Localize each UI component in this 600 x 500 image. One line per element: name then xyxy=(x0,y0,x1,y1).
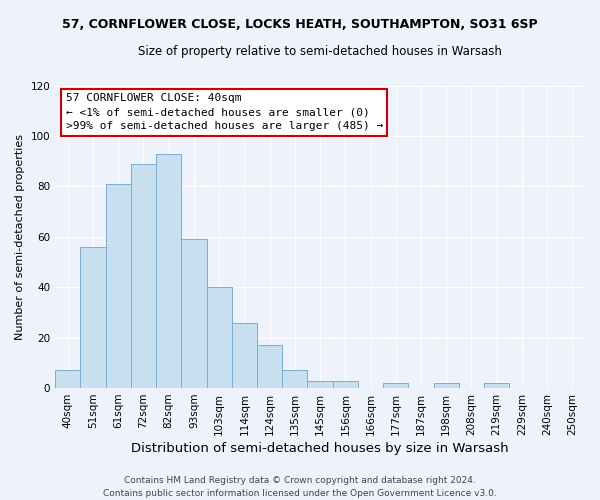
Title: Size of property relative to semi-detached houses in Warsash: Size of property relative to semi-detach… xyxy=(138,45,502,58)
Bar xyxy=(332,380,358,388)
Y-axis label: Number of semi-detached properties: Number of semi-detached properties xyxy=(15,134,25,340)
Bar xyxy=(434,383,459,388)
Bar xyxy=(206,287,232,388)
Bar xyxy=(156,154,181,388)
Bar xyxy=(484,383,509,388)
Bar xyxy=(383,383,409,388)
Bar xyxy=(80,247,106,388)
Bar xyxy=(106,184,131,388)
Bar xyxy=(131,164,156,388)
Bar xyxy=(55,370,80,388)
Bar xyxy=(232,322,257,388)
Text: 57, CORNFLOWER CLOSE, LOCKS HEATH, SOUTHAMPTON, SO31 6SP: 57, CORNFLOWER CLOSE, LOCKS HEATH, SOUTH… xyxy=(62,18,538,30)
Bar xyxy=(282,370,307,388)
Bar xyxy=(257,345,282,388)
Bar xyxy=(181,240,206,388)
Bar xyxy=(307,380,332,388)
Text: 57 CORNFLOWER CLOSE: 40sqm
← <1% of semi-detached houses are smaller (0)
>99% of: 57 CORNFLOWER CLOSE: 40sqm ← <1% of semi… xyxy=(66,93,383,131)
X-axis label: Distribution of semi-detached houses by size in Warsash: Distribution of semi-detached houses by … xyxy=(131,442,509,455)
Text: Contains HM Land Registry data © Crown copyright and database right 2024.
Contai: Contains HM Land Registry data © Crown c… xyxy=(103,476,497,498)
